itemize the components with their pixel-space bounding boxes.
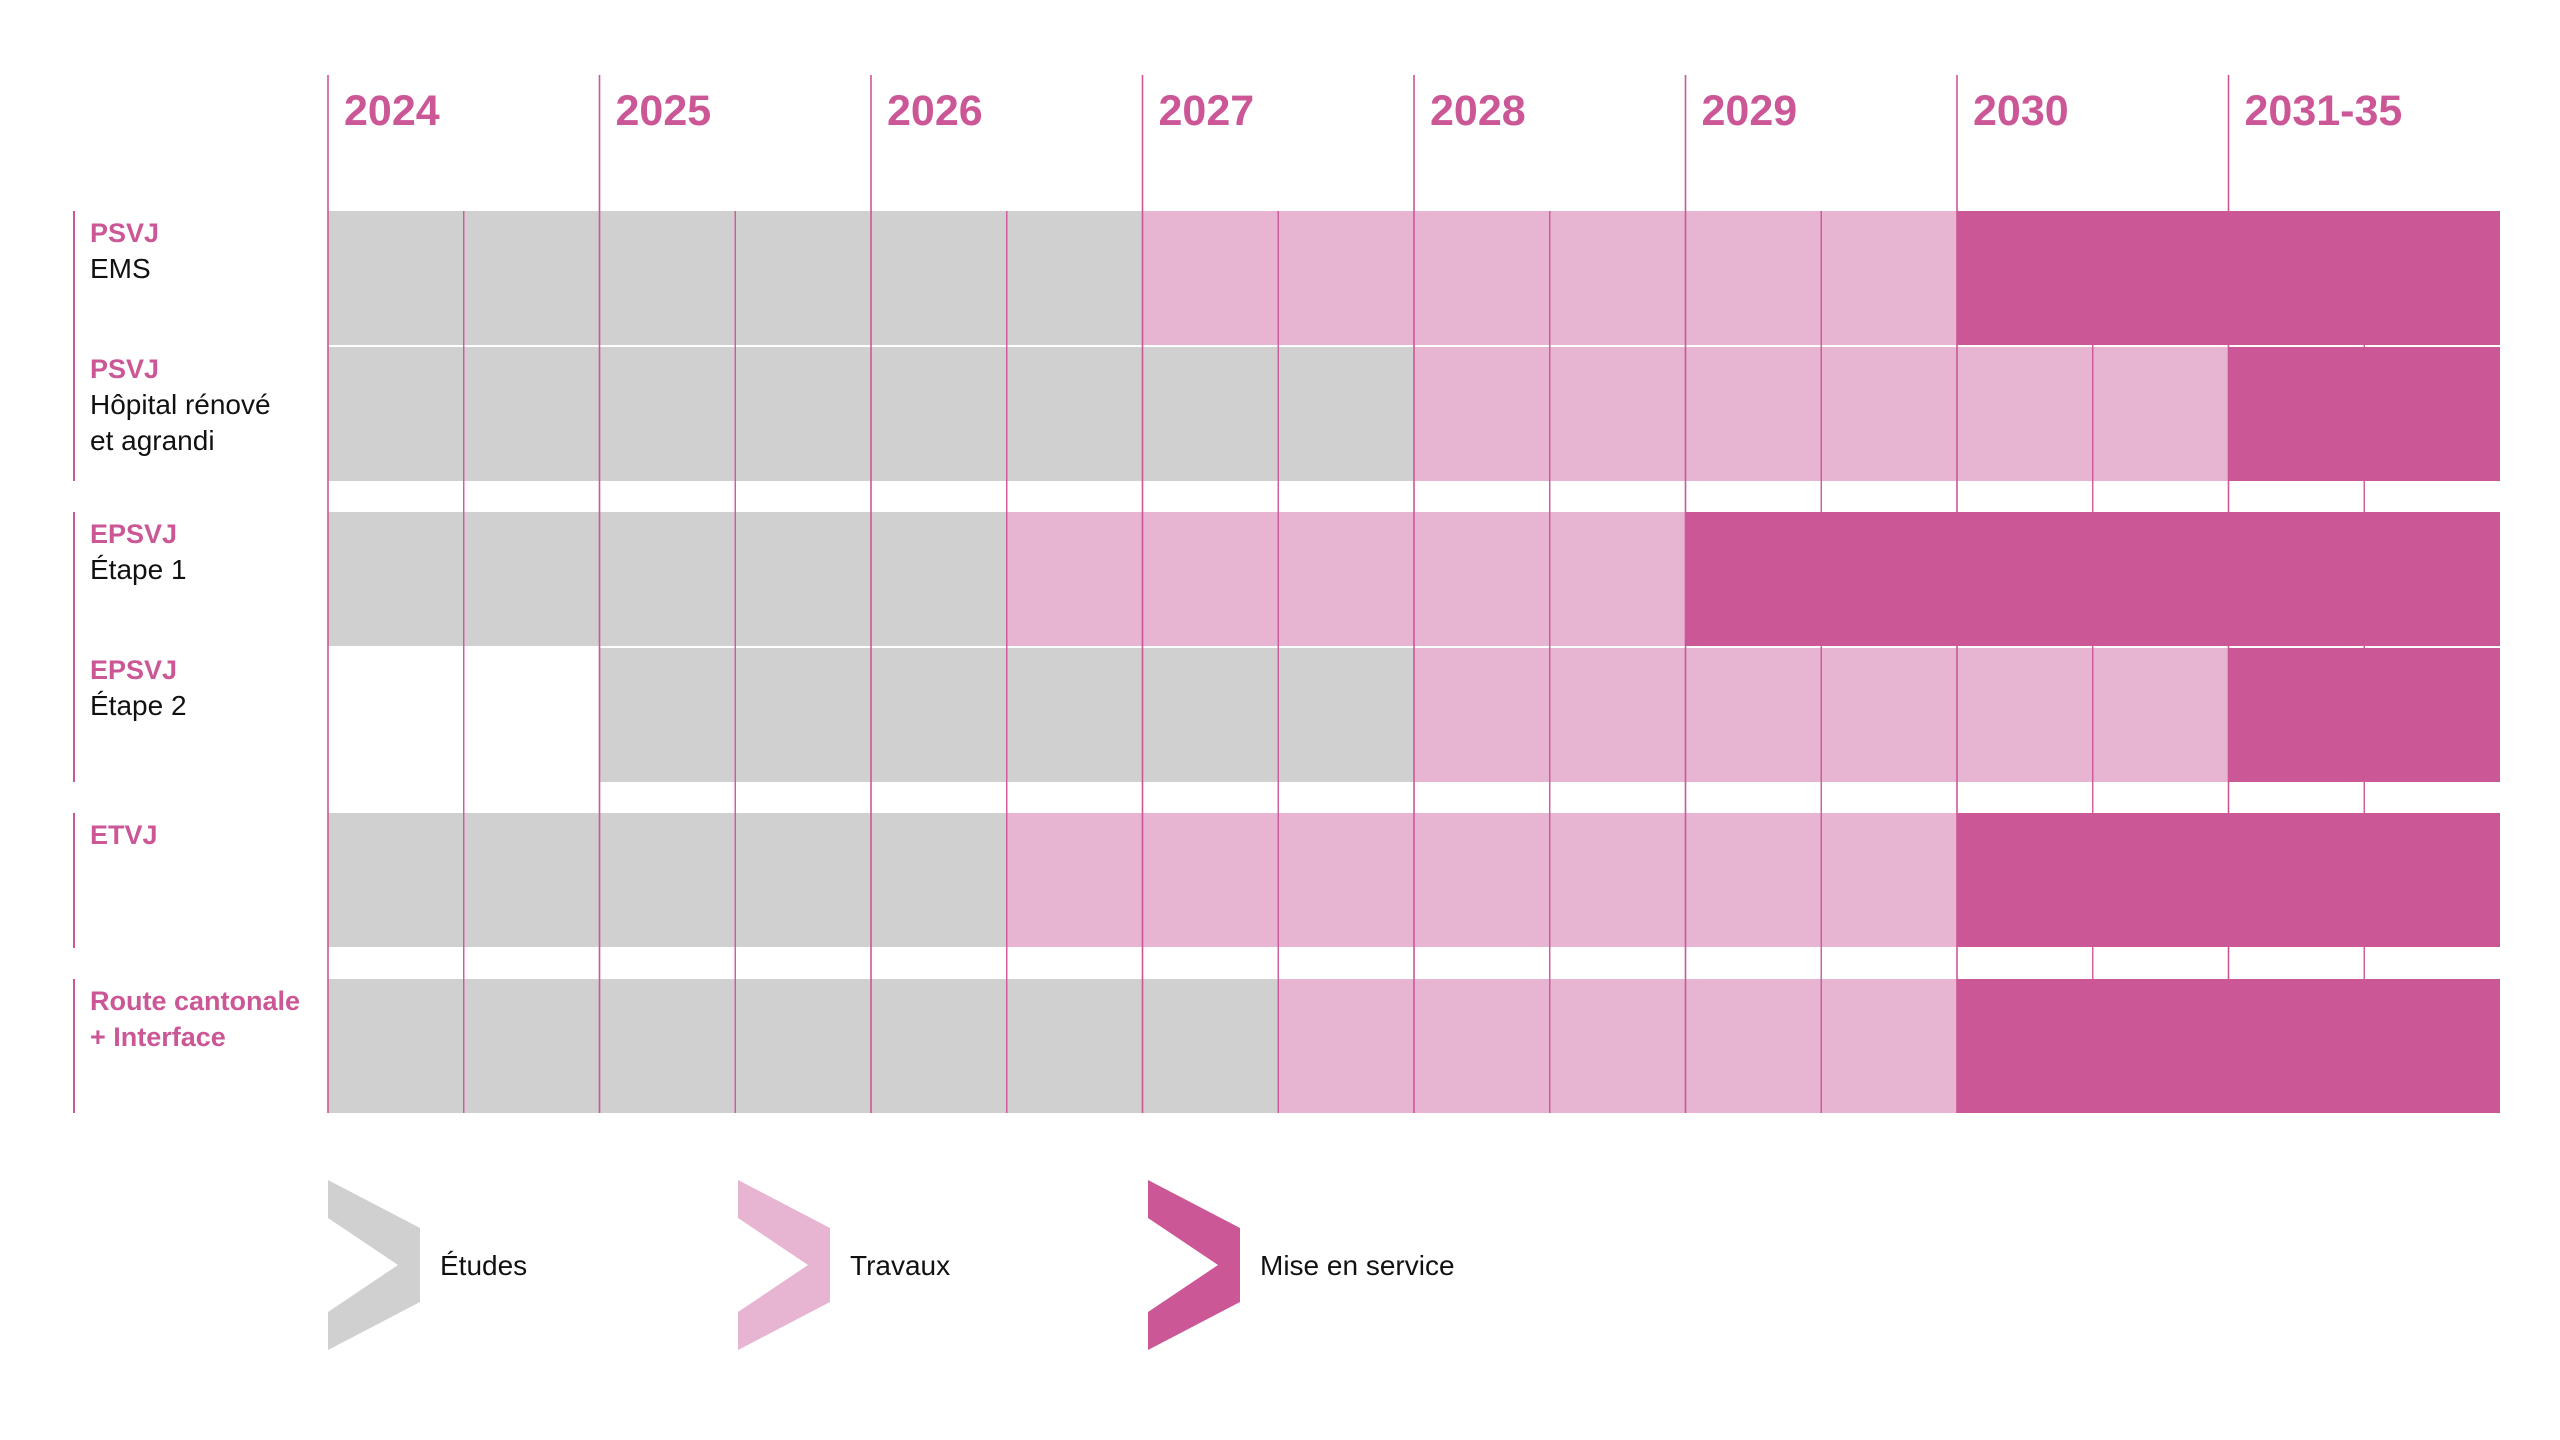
legend-label-travaux: Travaux xyxy=(850,1250,950,1281)
year-header: 2024 2025 2026 2027 2028 2029 2030 2031-35 xyxy=(344,87,2402,135)
year-label-2028: 2028 xyxy=(1430,87,1526,135)
year-label-2025: 2025 xyxy=(616,87,712,135)
row-code-label: + Interface xyxy=(90,1022,226,1052)
legend-chevron-mise_en_service xyxy=(1148,1180,1240,1350)
row-code-label: PSVJ xyxy=(90,354,159,384)
row-code-label: EPSVJ xyxy=(90,519,177,549)
bar-travaux-row5 xyxy=(1006,813,1957,947)
bar-travaux-row6 xyxy=(1278,979,1957,1113)
row-description-label: Étape 1 xyxy=(90,554,187,585)
bar-travaux-row3 xyxy=(1006,512,1686,646)
row-code-label: Route cantonale xyxy=(90,986,300,1016)
legend-label-mise_en_service: Mise en service xyxy=(1260,1250,1455,1281)
row-description-label: Hôpital rénové xyxy=(90,389,271,420)
row-code-label: ETVJ xyxy=(90,820,158,850)
row-description-label: EMS xyxy=(90,253,151,284)
legend-chevron-travaux xyxy=(738,1180,830,1350)
row-description-label: Étape 2 xyxy=(90,690,187,721)
row-labels: PSVJ EMS PSVJ Hôpital rénové et agrandi EPSVJ… xyxy=(73,211,300,1113)
year-label-2031-35: 2031-35 xyxy=(2245,87,2403,135)
year-label-2026: 2026 xyxy=(887,87,983,135)
year-label-2027: 2027 xyxy=(1159,87,1255,135)
year-label-2029: 2029 xyxy=(1702,87,1798,135)
legend: Études Travaux Mise en service xyxy=(328,1180,1455,1350)
bar-etudes-row5 xyxy=(328,813,1007,947)
year-label-2024: 2024 xyxy=(344,87,440,135)
row-code-label: PSVJ xyxy=(90,218,159,248)
bar-etudes-row6 xyxy=(328,979,1279,1113)
bar-etudes-row3 xyxy=(328,512,1007,646)
year-label-2030: 2030 xyxy=(1973,87,2069,135)
row-code-label: EPSVJ xyxy=(90,655,177,685)
legend-chevron-etudes xyxy=(328,1180,420,1350)
row-description-label: et agrandi xyxy=(90,425,215,456)
legend-label-etudes: Études xyxy=(440,1250,527,1281)
grid-layer xyxy=(327,75,2500,1113)
